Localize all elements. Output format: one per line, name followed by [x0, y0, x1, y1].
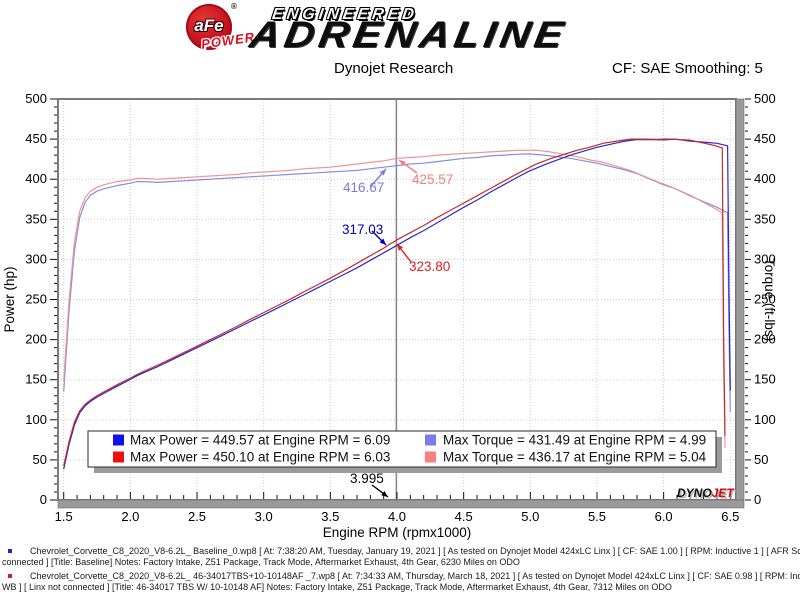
svg-text:317.03: 317.03	[342, 222, 383, 237]
svg-text:50: 50	[33, 452, 47, 467]
chart-title: Dynojet Research	[334, 60, 454, 77]
svg-text:150: 150	[25, 372, 47, 387]
afe-power-logo-icon: aFe	[186, 4, 232, 50]
registered-mark: ®	[231, 2, 237, 11]
svg-text:0: 0	[40, 492, 47, 507]
svg-text:DYNOJET: DYNOJET	[679, 488, 737, 502]
svg-text:5.0: 5.0	[521, 509, 539, 524]
svg-text:450: 450	[25, 131, 47, 146]
svg-text:Engine RPM (rpmx1000): Engine RPM (rpmx1000)	[323, 525, 472, 540]
run-info-line: Chevrolet_Corvette_C8_2020_V8-6.2L_ 46-3…	[30, 571, 800, 581]
svg-text:500: 500	[754, 91, 776, 106]
svg-text:300: 300	[25, 251, 47, 266]
run-info-entry-tuned: Chevrolet_Corvette_C8_2020_V8-6.2L_ 46-3…	[0, 571, 800, 593]
svg-text:150: 150	[754, 372, 776, 387]
svg-text:Max Torque = 436.17 at Engine: Max Torque = 436.17 at Engine RPM = 5.04	[443, 450, 707, 465]
svg-text:3.0: 3.0	[255, 509, 273, 524]
svg-text:0: 0	[754, 492, 761, 507]
svg-text:5.5: 5.5	[588, 509, 606, 524]
run-info-line: connected ] [Title: Baseline] Notes: Fac…	[2, 557, 520, 567]
svg-text:DYNOJET: DYNOJET	[677, 486, 735, 500]
svg-text:100: 100	[754, 412, 776, 427]
svg-text:4.0: 4.0	[388, 509, 406, 524]
run-info-line: WB ] [ Linx not connected ] [Title: 46-3…	[2, 582, 672, 592]
svg-text:416.67: 416.67	[343, 180, 384, 195]
cursor-annotations: 416.67 425.57 317.03 323.80 3.995	[342, 159, 453, 498]
afe-logo-text: aFe	[194, 16, 224, 35]
legend: Max Power = 449.57 at Engine RPM = 6.09 M…	[87, 430, 722, 473]
svg-text:Max Torque = 431.49 at Engine: Max Torque = 431.49 at Engine RPM = 4.99	[443, 433, 706, 448]
svg-text:6.0: 6.0	[655, 509, 673, 524]
run-info-line: Chevrolet_Corvette_C8_2020_V8-6.2L_ Base…	[30, 546, 800, 556]
svg-text:50: 50	[754, 452, 768, 467]
svg-text:3.995: 3.995	[350, 471, 384, 486]
svg-text:Power (hp): Power (hp)	[2, 266, 17, 332]
svg-text:350: 350	[25, 211, 47, 226]
svg-text:350: 350	[754, 211, 776, 226]
svg-text:400: 400	[25, 171, 47, 186]
svg-text:450: 450	[754, 131, 776, 146]
svg-text:Torque (ft-lbs): Torque (ft-lbs)	[762, 258, 777, 341]
svg-text:250: 250	[25, 292, 47, 307]
svg-text:Max Power = 450.10 at Engine R: Max Power = 450.10 at Engine RPM = 6.03	[130, 450, 390, 465]
svg-text:500: 500	[25, 91, 47, 106]
dyno-chart: 1.5 2.0 2.5 3.0 3.5 4.0 4.5 5.0 5.5 6.0 6.5 0 0 50 50 1…	[2, 91, 777, 540]
svg-text:323.80: 323.80	[409, 259, 450, 274]
svg-text:425.57: 425.57	[412, 172, 453, 187]
svg-text:Max Power = 449.57 at Engine R: Max Power = 449.57 at Engine RPM = 6.09	[130, 433, 390, 448]
run-info-entry-baseline: Chevrolet_Corvette_C8_2020_V8-6.2L_ Base…	[0, 546, 800, 568]
svg-text:2.5: 2.5	[188, 509, 206, 524]
tuned-bullet-icon	[8, 574, 12, 578]
svg-text:400: 400	[754, 171, 776, 186]
brand-adrenaline-text: ADRENALINE	[246, 14, 571, 55]
baseline-bullet-icon	[8, 549, 12, 553]
svg-text:2.0: 2.0	[121, 509, 139, 524]
svg-text:100: 100	[25, 412, 47, 427]
svg-text:1.5: 1.5	[55, 509, 73, 524]
svg-text:200: 200	[25, 332, 47, 347]
svg-text:300: 300	[754, 251, 776, 266]
svg-text:3.5: 3.5	[321, 509, 339, 524]
smoothing-setting-label: CF: SAE Smoothing: 5	[612, 60, 763, 77]
svg-text:6.5: 6.5	[721, 509, 739, 524]
svg-text:250: 250	[754, 292, 776, 307]
header: aFe ® POWER ENGINEERED ADRENALINE Dynoje…	[0, 0, 800, 90]
svg-text:4.5: 4.5	[455, 509, 473, 524]
run-info-footer: Chevrolet_Corvette_C8_2020_V8-6.2L_ Base…	[0, 546, 800, 596]
svg-text:200: 200	[754, 332, 776, 347]
